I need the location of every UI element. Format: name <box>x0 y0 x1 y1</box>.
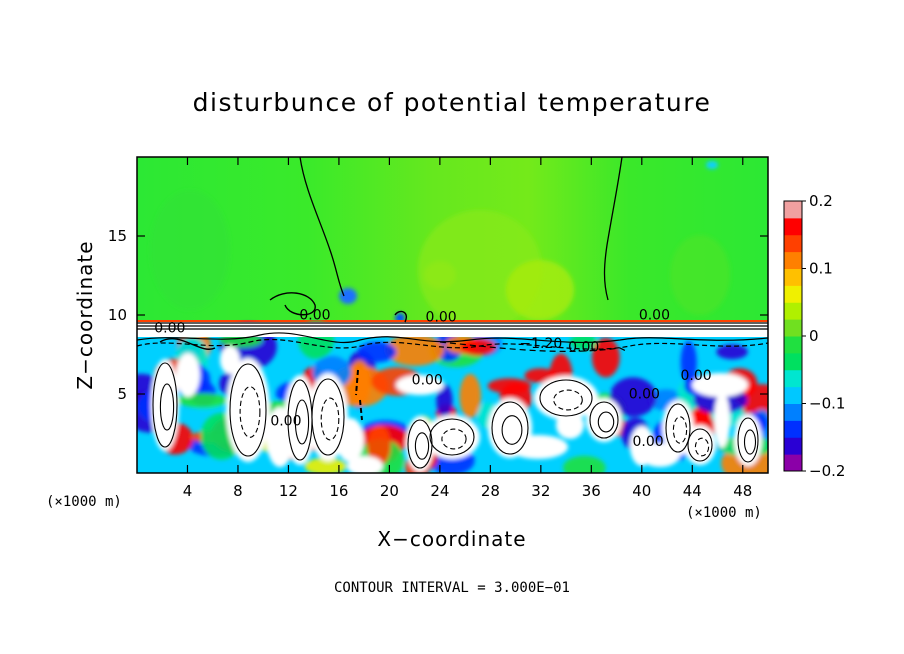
cell-contour-inner <box>441 428 467 450</box>
cell-contour-inner <box>597 411 615 433</box>
x-tick-label: 12 <box>279 482 298 500</box>
colorbar-swatch <box>784 285 802 303</box>
contour-label: −1.20 <box>519 336 562 352</box>
colorbar-tick-label: 0 <box>809 327 819 345</box>
cell-contour <box>429 418 475 456</box>
cell-contour-inner <box>159 383 175 431</box>
x-axis-label: X−coordinate <box>377 527 526 551</box>
cell-contour-inner <box>239 386 261 438</box>
x-tick-label: 48 <box>733 482 752 500</box>
cell-contour-inner <box>694 437 710 457</box>
contour-label: 0.00 <box>639 308 670 324</box>
cell-contour <box>737 417 759 463</box>
dashed-contour <box>355 369 363 421</box>
colorbar-swatch <box>784 234 802 253</box>
cell-contour-inner <box>553 389 583 411</box>
colorbar-swatch <box>784 369 802 388</box>
contour-label: 0.00 <box>412 373 443 389</box>
colorbar-swatch <box>784 352 802 371</box>
plot-area <box>137 157 768 473</box>
colorbar-tick-label: 0.2 <box>809 192 833 210</box>
chart-title: disturbunce of potential temperature <box>193 88 712 117</box>
contour-label: 0.00 <box>426 309 457 325</box>
x-unit-label-right: (×1000 m) <box>686 505 762 521</box>
x-tick-label: 20 <box>380 482 399 500</box>
vertical-zero-contours <box>299 157 623 301</box>
cell-contour <box>589 401 619 439</box>
y-axis: 5 10 15 <box>108 227 768 403</box>
cell-contour <box>229 363 267 457</box>
contour-labels: 0.00 0.00 0.00 −1.20 0.00 0.00 0.00 0.00 0.00 0.0… <box>154 308 711 450</box>
colorbar-swatch <box>784 268 802 286</box>
cell-contour <box>311 378 345 456</box>
x-tick-label: 32 <box>531 482 550 500</box>
colorbar-swatch <box>784 420 802 438</box>
interface-contours <box>137 292 768 353</box>
colorbar-swatch <box>784 251 802 269</box>
y-tick-label: 15 <box>108 227 127 245</box>
cell-contour <box>152 362 178 448</box>
contour-label: 0.00 <box>154 320 185 336</box>
contour-label: 0.00 <box>680 368 711 384</box>
colorbar-swatch <box>784 201 802 219</box>
colorbar-swatch <box>784 302 802 320</box>
contour-label: 0.00 <box>299 308 330 324</box>
colorbar-tick-label: −0.1 <box>809 395 845 413</box>
colorbar-swatch <box>784 454 802 472</box>
cell-contour <box>687 428 713 462</box>
cell-contour <box>539 379 593 417</box>
x-tick-label: 8 <box>233 482 243 500</box>
x-axis: 4 8 12 16 20 24 28 32 36 40 44 48 <box>183 157 752 500</box>
y-tick-label: 10 <box>108 306 127 324</box>
x-tick-label: 44 <box>683 482 702 500</box>
y-axis-label: Z−coordinate <box>73 240 97 389</box>
x-tick-label: 4 <box>183 482 193 500</box>
colorbar-tick-label: −0.2 <box>809 462 845 480</box>
contour-label: 0.00 <box>629 387 660 403</box>
colorbar-swatch <box>784 386 802 404</box>
colorbar-swatch <box>784 217 802 236</box>
contour-label: 0.00 <box>568 339 599 355</box>
colorbar-swatch <box>784 403 802 421</box>
cell-contour-inner <box>501 415 523 445</box>
contour-interval-note: CONTOUR INTERVAL = 3.000E−01 <box>334 580 570 596</box>
colorbar: 0.2 0.1 0 −0.1 −0.2 <box>783 192 845 480</box>
x-tick-label: 28 <box>481 482 500 500</box>
colorbar-swatch <box>784 437 802 455</box>
contour-label: 0.00 <box>633 434 664 450</box>
colorbar-tick-label: 0.1 <box>809 260 833 278</box>
cell-contour-inner <box>320 397 340 441</box>
x-tick-label: 24 <box>430 482 449 500</box>
x-tick-label: 40 <box>632 482 651 500</box>
y-tick-label: 5 <box>117 385 127 403</box>
convective-cells <box>152 362 759 469</box>
cell-contour <box>665 403 691 453</box>
cell-contour-inner <box>672 416 688 444</box>
inversion-warm-line <box>137 320 768 323</box>
x-tick-label: 36 <box>582 482 601 500</box>
x-tick-label: 16 <box>329 482 348 500</box>
colorbar-swatch <box>784 336 802 354</box>
cell-contour <box>491 401 529 455</box>
x-unit-label-left: (×1000 m) <box>46 494 122 510</box>
cell-contour-inner <box>743 429 757 455</box>
colorbar-swatch <box>784 319 802 337</box>
cell-contour-inner <box>294 399 310 445</box>
contour-label: 0.00 <box>270 414 301 430</box>
cell-contour-inner <box>414 432 430 460</box>
upper-warm-blobs <box>150 161 730 333</box>
